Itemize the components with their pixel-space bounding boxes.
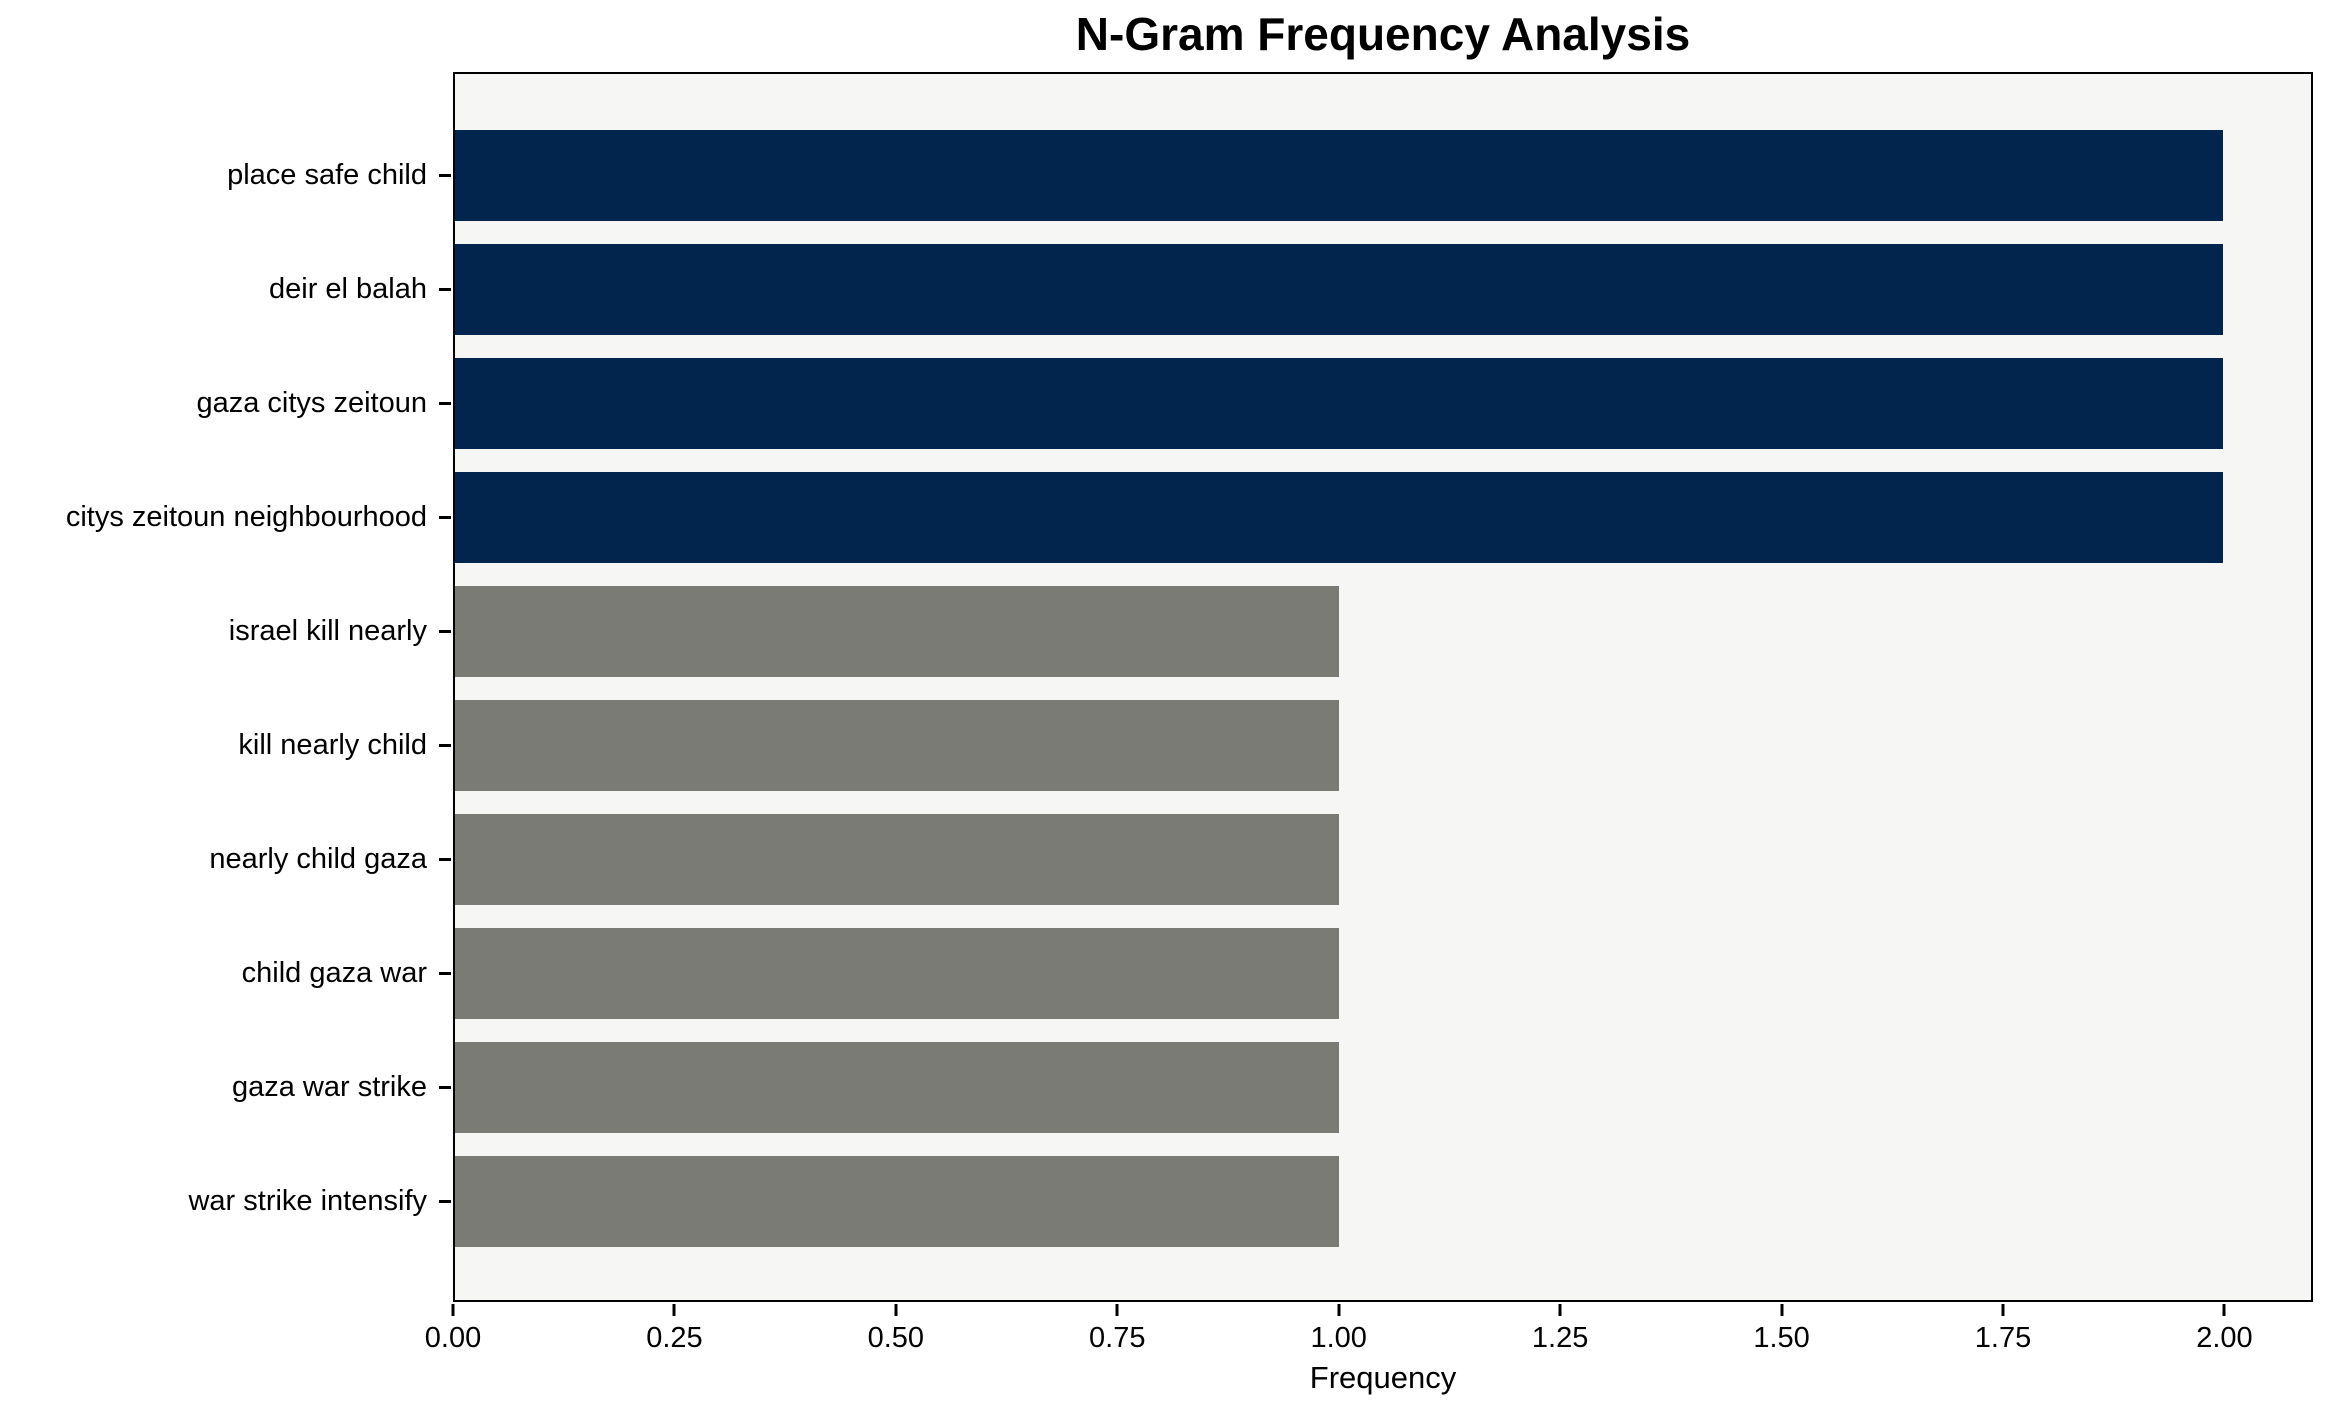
bar [455, 1155, 1339, 1247]
y-tick-label: gaza citys zeitoun [196, 387, 427, 419]
x-tick-label: 0.25 [646, 1322, 703, 1354]
x-tick [672, 1304, 676, 1316]
bar-row: deir el balah [269, 232, 2311, 346]
bar-rows: place safe child deir el balah gaza citys … [66, 74, 2311, 1300]
y-tick-label: israel kill nearly [228, 615, 427, 647]
x-tick [2222, 1304, 2226, 1316]
y-tick-label: child gaza war [241, 957, 427, 989]
y-tick [439, 1199, 451, 1203]
x-tick [894, 1304, 898, 1316]
y-tick [439, 743, 451, 747]
y-tick [439, 515, 451, 519]
chart-title: N-Gram Frequency Analysis [1075, 8, 1691, 60]
bar-row: israel kill nearly [229, 574, 2311, 688]
x-tick-label: 1.25 [1531, 1322, 1589, 1354]
y-tick [439, 857, 451, 861]
bar-row: nearly child gaza [209, 802, 2311, 916]
x-tick [1780, 1304, 1784, 1316]
y-tick-label: war strike intensify [188, 1185, 427, 1217]
bar-row: gaza war strike [232, 1030, 2311, 1144]
x-tick [451, 1304, 455, 1316]
bar [455, 585, 1339, 677]
bar [455, 927, 1339, 1019]
x-tick-label: 1.00 [1310, 1322, 1367, 1354]
bar [455, 699, 1339, 791]
x-tick-label: 0.50 [867, 1322, 925, 1354]
x-tick-label: 0.75 [1089, 1322, 1146, 1354]
y-tick [439, 401, 451, 405]
y-tick-label: deir el balah [269, 273, 427, 305]
y-tick-label: place safe child [227, 159, 427, 191]
y-tick [439, 173, 451, 177]
bar-row: citys zeitoun neighbourhood [66, 460, 2311, 574]
x-tick-label: 1.75 [1974, 1322, 2032, 1354]
x-axis: 0.00 0.25 0.50 0.75 1.00 1.25 1.50 1.75 2.00 [425, 1302, 2313, 1382]
y-tick [439, 1085, 451, 1089]
bar [455, 813, 1339, 905]
x-tick [1337, 1304, 1341, 1316]
x-axis-label: Frequency [1309, 1360, 1457, 1395]
y-tick-label: kill nearly child [238, 729, 427, 761]
y-tick [439, 629, 451, 633]
bar-row: kill nearly child [238, 688, 2311, 802]
bar [455, 357, 2223, 449]
x-tick-label: 1.50 [1753, 1322, 1810, 1354]
bar-row: gaza citys zeitoun [196, 346, 2311, 460]
bar [455, 471, 2223, 563]
plot-area: place safe child deir el balah gaza citys … [66, 72, 2313, 1302]
bar-row: war strike intensify [188, 1144, 2311, 1258]
y-tick-label: nearly child gaza [209, 843, 427, 875]
bar [455, 1041, 1339, 1133]
x-tick [2001, 1304, 2005, 1316]
y-tick [439, 971, 451, 975]
bar [455, 243, 2223, 335]
bar-row: child gaza war [242, 916, 2311, 1030]
y-tick [439, 287, 451, 291]
x-tick [1115, 1304, 1119, 1316]
bar-row: place safe child [227, 118, 2311, 232]
bar [455, 129, 2223, 221]
x-tick [1558, 1304, 1562, 1316]
y-tick-label: gaza war strike [231, 1071, 427, 1103]
x-tick-label: 2.00 [2196, 1322, 2253, 1354]
x-tick-label: 0.00 [424, 1322, 482, 1354]
y-tick-label: citys zeitoun neighbourhood [65, 501, 427, 533]
